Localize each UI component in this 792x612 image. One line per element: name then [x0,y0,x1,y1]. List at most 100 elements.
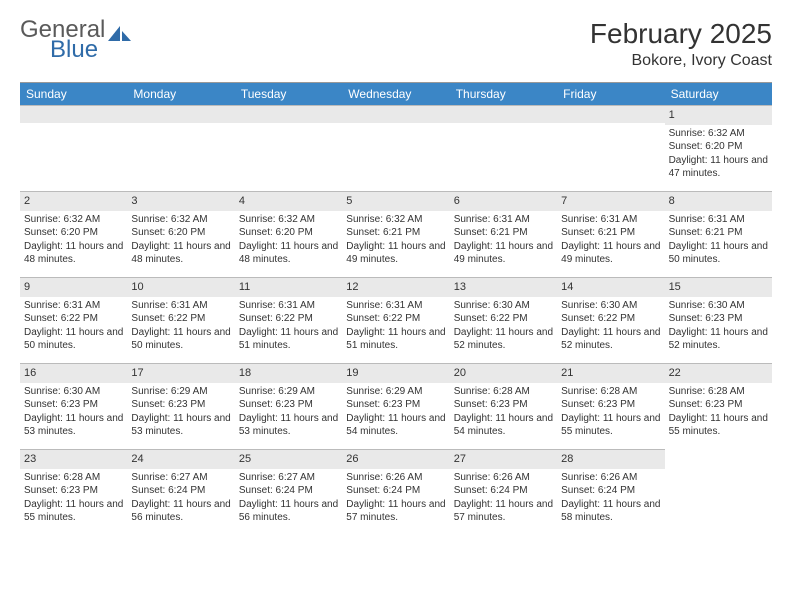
day-number: 11 [235,278,342,297]
day-body: Sunrise: 6:30 AMSunset: 6:23 PMDaylight:… [665,297,772,357]
sunrise-line: Sunrise: 6:32 AM [239,213,338,227]
day-body: Sunrise: 6:29 AMSunset: 6:23 PMDaylight:… [235,383,342,443]
day-body: Sunrise: 6:32 AMSunset: 6:20 PMDaylight:… [20,211,127,271]
day-number: 18 [235,364,342,383]
day-cell-11: 11Sunrise: 6:31 AMSunset: 6:22 PMDayligh… [235,277,342,363]
daylight-line: Daylight: 11 hours and 58 minutes. [561,498,660,525]
sunset-line: Sunset: 6:22 PM [131,312,230,326]
dayheader-friday: Friday [557,83,664,105]
sunset-line: Sunset: 6:22 PM [561,312,660,326]
day-cell-10: 10Sunrise: 6:31 AMSunset: 6:22 PMDayligh… [127,277,234,363]
day-body: Sunrise: 6:28 AMSunset: 6:23 PMDaylight:… [665,383,772,443]
empty-cell [20,105,127,191]
day-cell-15: 15Sunrise: 6:30 AMSunset: 6:23 PMDayligh… [665,277,772,363]
daylight-line: Daylight: 11 hours and 52 minutes. [454,326,553,353]
empty-cell [342,105,449,191]
day-body: Sunrise: 6:31 AMSunset: 6:22 PMDaylight:… [20,297,127,357]
day-cell-6: 6Sunrise: 6:31 AMSunset: 6:21 PMDaylight… [450,191,557,277]
calendar-grid: SundayMondayTuesdayWednesdayThursdayFrid… [20,82,772,535]
daylight-line: Daylight: 11 hours and 56 minutes. [131,498,230,525]
sunrise-line: Sunrise: 6:31 AM [346,299,445,313]
sunset-line: Sunset: 6:22 PM [346,312,445,326]
sunset-line: Sunset: 6:21 PM [669,226,768,240]
sunrise-line: Sunrise: 6:28 AM [454,385,553,399]
dayheader-thursday: Thursday [450,83,557,105]
sunset-line: Sunset: 6:23 PM [239,398,338,412]
dayheader-wednesday: Wednesday [342,83,449,105]
sunset-line: Sunset: 6:23 PM [561,398,660,412]
sunset-line: Sunset: 6:20 PM [24,226,123,240]
day-cell-26: 26Sunrise: 6:26 AMSunset: 6:24 PMDayligh… [342,449,449,535]
day-number: 22 [665,364,772,383]
daylight-line: Daylight: 11 hours and 57 minutes. [346,498,445,525]
sunset-line: Sunset: 6:22 PM [24,312,123,326]
day-body: Sunrise: 6:31 AMSunset: 6:21 PMDaylight:… [665,211,772,271]
logo-word2: Blue [50,38,133,62]
day-number: 5 [342,192,449,211]
sunset-line: Sunset: 6:20 PM [131,226,230,240]
day-number: 25 [235,450,342,469]
sunset-line: Sunset: 6:22 PM [454,312,553,326]
daylight-line: Daylight: 11 hours and 56 minutes. [239,498,338,525]
day-cell-22: 22Sunrise: 6:28 AMSunset: 6:23 PMDayligh… [665,363,772,449]
daylight-line: Daylight: 11 hours and 52 minutes. [561,326,660,353]
day-body: Sunrise: 6:27 AMSunset: 6:24 PMDaylight:… [127,469,234,529]
sunset-line: Sunset: 6:23 PM [454,398,553,412]
logo: GeneralBlue [20,18,133,62]
day-body: Sunrise: 6:26 AMSunset: 6:24 PMDaylight:… [450,469,557,529]
day-cell-21: 21Sunrise: 6:28 AMSunset: 6:23 PMDayligh… [557,363,664,449]
day-cell-9: 9Sunrise: 6:31 AMSunset: 6:22 PMDaylight… [20,277,127,363]
sunset-line: Sunset: 6:23 PM [24,398,123,412]
sunset-line: Sunset: 6:20 PM [239,226,338,240]
daylight-line: Daylight: 11 hours and 57 minutes. [454,498,553,525]
sunrise-line: Sunrise: 6:32 AM [131,213,230,227]
day-cell-4: 4Sunrise: 6:32 AMSunset: 6:20 PMDaylight… [235,191,342,277]
day-cell-8: 8Sunrise: 6:31 AMSunset: 6:21 PMDaylight… [665,191,772,277]
daylight-line: Daylight: 11 hours and 50 minutes. [24,326,123,353]
daylight-line: Daylight: 11 hours and 49 minutes. [561,240,660,267]
sunrise-line: Sunrise: 6:32 AM [24,213,123,227]
daynum-empty [342,106,449,123]
day-number: 24 [127,450,234,469]
sunset-line: Sunset: 6:22 PM [239,312,338,326]
sunrise-line: Sunrise: 6:31 AM [669,213,768,227]
sunrise-line: Sunrise: 6:28 AM [669,385,768,399]
day-body: Sunrise: 6:31 AMSunset: 6:21 PMDaylight:… [557,211,664,271]
day-number: 17 [127,364,234,383]
sunrise-line: Sunrise: 6:31 AM [24,299,123,313]
sunrise-line: Sunrise: 6:31 AM [454,213,553,227]
daylight-line: Daylight: 11 hours and 53 minutes. [131,412,230,439]
day-cell-19: 19Sunrise: 6:29 AMSunset: 6:23 PMDayligh… [342,363,449,449]
day-cell-3: 3Sunrise: 6:32 AMSunset: 6:20 PMDaylight… [127,191,234,277]
day-cell-18: 18Sunrise: 6:29 AMSunset: 6:23 PMDayligh… [235,363,342,449]
day-number: 13 [450,278,557,297]
daylight-line: Daylight: 11 hours and 50 minutes. [669,240,768,267]
day-body: Sunrise: 6:31 AMSunset: 6:22 PMDaylight:… [235,297,342,357]
day-body: Sunrise: 6:26 AMSunset: 6:24 PMDaylight:… [342,469,449,529]
day-body: Sunrise: 6:26 AMSunset: 6:24 PMDaylight:… [557,469,664,529]
sunset-line: Sunset: 6:23 PM [24,484,123,498]
day-number: 27 [450,450,557,469]
day-cell-27: 27Sunrise: 6:26 AMSunset: 6:24 PMDayligh… [450,449,557,535]
sunset-line: Sunset: 6:24 PM [454,484,553,498]
dayheader-sunday: Sunday [20,83,127,105]
daylight-line: Daylight: 11 hours and 48 minutes. [239,240,338,267]
day-number: 20 [450,364,557,383]
daylight-line: Daylight: 11 hours and 55 minutes. [561,412,660,439]
title-block: February 2025 Bokore, Ivory Coast [590,18,772,70]
day-number: 8 [665,192,772,211]
day-cell-5: 5Sunrise: 6:32 AMSunset: 6:21 PMDaylight… [342,191,449,277]
day-cell-17: 17Sunrise: 6:29 AMSunset: 6:23 PMDayligh… [127,363,234,449]
day-body: Sunrise: 6:27 AMSunset: 6:24 PMDaylight:… [235,469,342,529]
day-number: 1 [665,106,772,125]
daylight-line: Daylight: 11 hours and 48 minutes. [131,240,230,267]
daylight-line: Daylight: 11 hours and 51 minutes. [346,326,445,353]
sunset-line: Sunset: 6:24 PM [346,484,445,498]
daylight-line: Daylight: 11 hours and 48 minutes. [24,240,123,267]
daylight-line: Daylight: 11 hours and 50 minutes. [131,326,230,353]
daynum-empty [127,106,234,123]
day-cell-16: 16Sunrise: 6:30 AMSunset: 6:23 PMDayligh… [20,363,127,449]
day-cell-20: 20Sunrise: 6:28 AMSunset: 6:23 PMDayligh… [450,363,557,449]
day-cell-7: 7Sunrise: 6:31 AMSunset: 6:21 PMDaylight… [557,191,664,277]
day-body: Sunrise: 6:31 AMSunset: 6:22 PMDaylight:… [342,297,449,357]
